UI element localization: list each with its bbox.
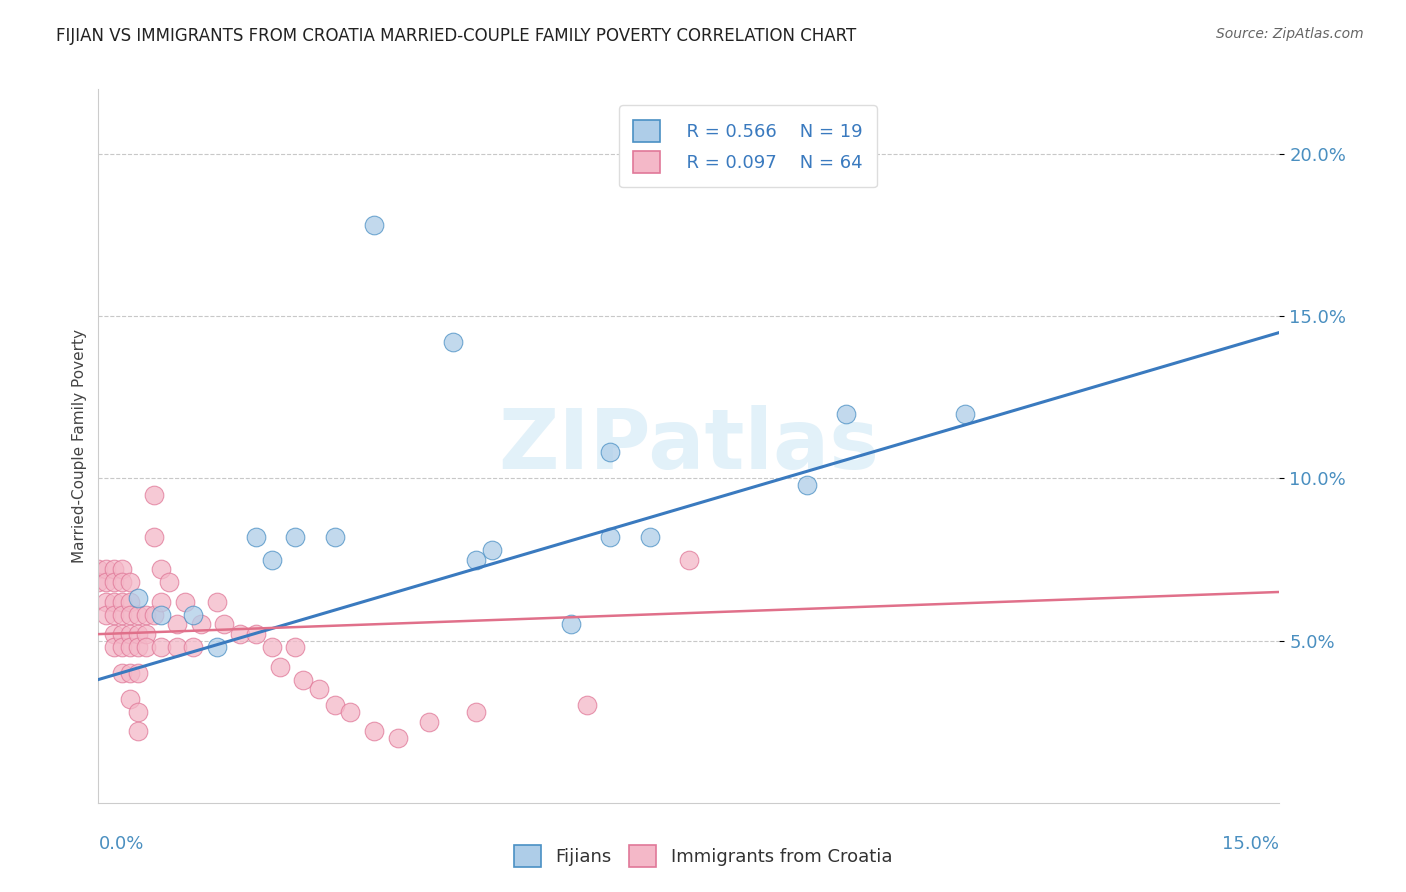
Point [157, 575, 180, 590]
Point [103, 640, 125, 654]
Point [87, 562, 110, 576]
Point [678, 552, 700, 566]
Point [166, 617, 188, 632]
Point [150, 562, 173, 576]
Point [150, 640, 173, 654]
Point [269, 659, 291, 673]
Point [111, 595, 134, 609]
Point [363, 724, 385, 739]
Point [111, 627, 134, 641]
Point [127, 640, 149, 654]
Point [174, 595, 197, 609]
Point [214, 617, 236, 632]
Point [111, 575, 134, 590]
Point [835, 407, 858, 421]
Point [205, 595, 228, 609]
Point [229, 627, 252, 641]
Point [363, 219, 385, 233]
Point [481, 542, 503, 557]
Point [111, 640, 134, 654]
Point [953, 407, 976, 421]
Point [103, 575, 125, 590]
Point [103, 627, 125, 641]
Point [465, 552, 488, 566]
Text: ZIPatlas: ZIPatlas [499, 406, 879, 486]
Point [599, 445, 621, 459]
Point [127, 724, 149, 739]
Point [127, 607, 149, 622]
Point [150, 607, 173, 622]
Point [142, 530, 165, 544]
Point [96, 562, 118, 576]
Point [103, 595, 125, 609]
Point [796, 478, 818, 492]
Point [260, 640, 283, 654]
Text: 0.0%: 0.0% [98, 835, 143, 853]
Point [284, 530, 307, 544]
Point [638, 530, 661, 544]
Point [118, 627, 141, 641]
Point [118, 607, 141, 622]
Point [441, 335, 464, 350]
Point [190, 617, 212, 632]
Point [245, 530, 267, 544]
Y-axis label: Married-Couple Family Poverty: Married-Couple Family Poverty [72, 329, 87, 563]
Point [127, 627, 149, 641]
Point [127, 591, 149, 606]
Point [205, 640, 228, 654]
Point [96, 575, 118, 590]
Point [260, 552, 283, 566]
Point [111, 666, 134, 681]
Point [599, 530, 621, 544]
Point [284, 640, 307, 654]
Point [142, 488, 165, 502]
Point [118, 692, 141, 706]
Text: FIJIAN VS IMMIGRANTS FROM CROATIA MARRIED-COUPLE FAMILY POVERTY CORRELATION CHAR: FIJIAN VS IMMIGRANTS FROM CROATIA MARRIE… [56, 27, 856, 45]
Point [118, 666, 141, 681]
Point [418, 714, 440, 729]
Point [323, 530, 346, 544]
Point [150, 595, 173, 609]
Point [308, 682, 330, 697]
Point [118, 640, 141, 654]
Point [127, 705, 149, 719]
Point [87, 575, 110, 590]
Point [339, 705, 361, 719]
Point [575, 698, 598, 713]
Point [111, 607, 134, 622]
Point [135, 627, 157, 641]
Point [292, 673, 315, 687]
Text: Source: ZipAtlas.com: Source: ZipAtlas.com [1216, 27, 1364, 41]
Point [560, 617, 582, 632]
Point [135, 640, 157, 654]
Point [181, 607, 204, 622]
Point [103, 607, 125, 622]
Point [166, 640, 188, 654]
Point [118, 575, 141, 590]
Point [465, 705, 488, 719]
Point [111, 562, 134, 576]
Point [142, 607, 165, 622]
Point [323, 698, 346, 713]
Point [387, 731, 409, 745]
Point [96, 607, 118, 622]
Point [103, 562, 125, 576]
Point [127, 666, 149, 681]
Text: 15.0%: 15.0% [1222, 835, 1279, 853]
Point [181, 640, 204, 654]
Point [96, 595, 118, 609]
Legend:   R = 0.566    N = 19,   R = 0.097    N = 64: R = 0.566 N = 19, R = 0.097 N = 64 [619, 105, 877, 187]
Legend: Fijians, Immigrants from Croatia: Fijians, Immigrants from Croatia [506, 838, 900, 874]
Point [245, 627, 267, 641]
Point [118, 595, 141, 609]
Point [135, 607, 157, 622]
